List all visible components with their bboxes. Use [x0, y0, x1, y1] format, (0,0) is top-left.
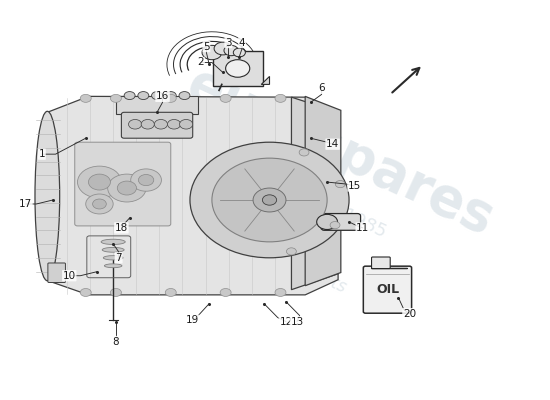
- Text: 16: 16: [156, 91, 169, 101]
- FancyBboxPatch shape: [213, 51, 263, 86]
- Text: 20: 20: [403, 309, 416, 319]
- Text: 14: 14: [326, 139, 339, 149]
- Circle shape: [78, 166, 122, 198]
- Circle shape: [155, 120, 167, 129]
- Text: 5: 5: [203, 42, 210, 52]
- Circle shape: [224, 45, 238, 56]
- Circle shape: [152, 92, 163, 100]
- Ellipse shape: [103, 256, 123, 260]
- Text: 10: 10: [63, 271, 76, 281]
- Text: 3: 3: [225, 38, 232, 48]
- Circle shape: [139, 174, 154, 186]
- FancyBboxPatch shape: [372, 257, 390, 268]
- Circle shape: [89, 174, 111, 190]
- Text: 8: 8: [113, 336, 119, 346]
- Polygon shape: [47, 96, 338, 295]
- Circle shape: [179, 120, 192, 129]
- Circle shape: [253, 188, 286, 212]
- Text: 1: 1: [39, 149, 45, 159]
- Ellipse shape: [104, 264, 122, 268]
- Circle shape: [330, 222, 340, 229]
- Text: 6: 6: [318, 83, 325, 93]
- Circle shape: [117, 181, 136, 195]
- FancyBboxPatch shape: [321, 214, 361, 230]
- FancyBboxPatch shape: [48, 263, 65, 282]
- Text: since 1985: since 1985: [293, 183, 389, 241]
- Polygon shape: [116, 96, 198, 114]
- Circle shape: [275, 94, 286, 102]
- Circle shape: [108, 174, 146, 202]
- Text: 4: 4: [239, 38, 245, 48]
- Polygon shape: [305, 96, 341, 286]
- Circle shape: [233, 48, 245, 57]
- Text: 13: 13: [290, 316, 304, 326]
- Circle shape: [131, 169, 162, 191]
- Text: eurospares: eurospares: [179, 58, 503, 246]
- Polygon shape: [292, 97, 338, 290]
- Text: 17: 17: [19, 199, 32, 209]
- FancyBboxPatch shape: [364, 266, 411, 313]
- Circle shape: [166, 94, 176, 102]
- Polygon shape: [261, 76, 270, 84]
- Text: 19: 19: [186, 315, 199, 325]
- Text: OIL: OIL: [376, 283, 399, 296]
- Circle shape: [80, 288, 91, 296]
- Text: 11: 11: [356, 223, 370, 233]
- Circle shape: [141, 120, 155, 129]
- Circle shape: [86, 194, 113, 214]
- Text: 7: 7: [116, 253, 122, 263]
- Text: 12: 12: [279, 316, 293, 326]
- Text: 15: 15: [348, 181, 361, 191]
- Text: 18: 18: [115, 223, 128, 233]
- Ellipse shape: [102, 248, 124, 252]
- Circle shape: [299, 149, 309, 156]
- Circle shape: [336, 180, 345, 188]
- Circle shape: [129, 120, 142, 129]
- Circle shape: [287, 248, 296, 255]
- Circle shape: [220, 94, 231, 102]
- Circle shape: [179, 92, 190, 100]
- Circle shape: [80, 94, 91, 102]
- Ellipse shape: [101, 239, 125, 244]
- Circle shape: [275, 288, 286, 296]
- Circle shape: [202, 45, 222, 60]
- Circle shape: [212, 158, 327, 242]
- Ellipse shape: [35, 111, 59, 281]
- Circle shape: [226, 60, 250, 77]
- FancyBboxPatch shape: [75, 142, 170, 226]
- Text: a passion for parts: a passion for parts: [201, 215, 349, 297]
- Circle shape: [214, 42, 232, 55]
- Text: 2: 2: [197, 58, 204, 68]
- Circle shape: [167, 120, 180, 129]
- FancyBboxPatch shape: [122, 112, 192, 138]
- Circle shape: [111, 94, 122, 102]
- Circle shape: [166, 92, 176, 100]
- Circle shape: [138, 92, 149, 100]
- Circle shape: [166, 288, 176, 296]
- Circle shape: [317, 214, 338, 230]
- Circle shape: [262, 195, 277, 205]
- Circle shape: [124, 92, 135, 100]
- Circle shape: [92, 199, 106, 209]
- Circle shape: [220, 288, 231, 296]
- Circle shape: [111, 288, 122, 296]
- Circle shape: [190, 142, 349, 258]
